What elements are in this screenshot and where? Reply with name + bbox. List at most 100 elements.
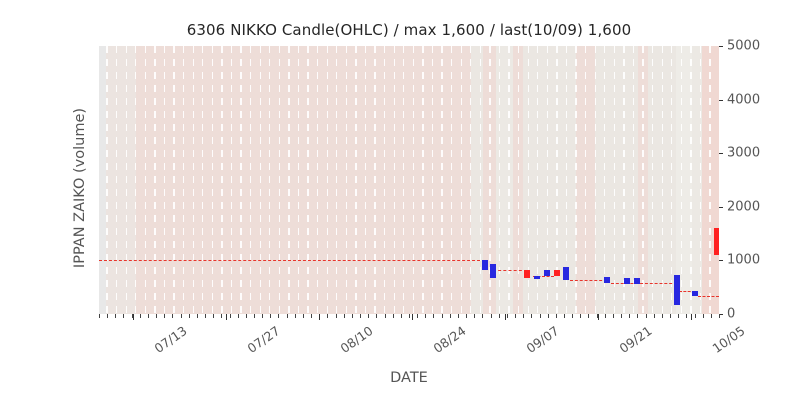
x-axis-minor-tick bbox=[433, 314, 435, 318]
vertical-gridline bbox=[393, 46, 395, 314]
y-axis-tick-label: 1000 bbox=[727, 252, 761, 268]
vertical-gridline bbox=[671, 46, 673, 314]
vertical-gridline bbox=[259, 46, 261, 314]
background-band bbox=[691, 46, 702, 314]
candle-body bbox=[624, 277, 631, 284]
x-axis-major-tick bbox=[598, 314, 600, 320]
vertical-gridline bbox=[326, 46, 328, 314]
y-axis-tick bbox=[719, 260, 723, 262]
level-line bbox=[570, 280, 608, 282]
x-axis-major-tick bbox=[412, 314, 414, 320]
x-axis-minor-tick bbox=[539, 314, 541, 318]
vertical-gridline bbox=[527, 46, 529, 314]
vertical-gridline bbox=[460, 46, 462, 314]
vertical-gridline bbox=[585, 46, 587, 314]
level-line bbox=[99, 260, 485, 262]
vertical-gridline bbox=[202, 46, 204, 314]
x-axis-minor-tick bbox=[156, 314, 158, 318]
x-axis-minor-tick bbox=[555, 314, 557, 318]
vertical-gridline bbox=[269, 46, 271, 314]
x-axis-minor-tick bbox=[392, 314, 394, 318]
vertical-gridline bbox=[422, 46, 424, 314]
vertical-gridlines bbox=[99, 46, 719, 314]
vertical-gridline bbox=[278, 46, 281, 314]
y-axis-tick bbox=[719, 314, 723, 315]
x-axis-minor-tick bbox=[474, 314, 476, 318]
background-band bbox=[106, 46, 137, 314]
vertical-gridline bbox=[498, 46, 501, 314]
vertical-gridline bbox=[240, 46, 242, 314]
x-axis-minor-tick bbox=[531, 314, 533, 318]
page-title: 6306 NIKKO Candle(OHLC) / max 1,600 / la… bbox=[186, 21, 632, 39]
y-axis-tick-label: 3000 bbox=[727, 145, 761, 161]
vertical-gridline bbox=[537, 46, 539, 314]
x-axis-minor-tick bbox=[457, 314, 459, 318]
x-axis-minor-tick bbox=[115, 314, 117, 318]
vertical-gridline bbox=[709, 46, 711, 314]
vertical-gridline bbox=[384, 46, 386, 314]
x-axis-minor-tick bbox=[417, 314, 419, 318]
level-line bbox=[610, 283, 677, 285]
x-axis-minor-tick bbox=[466, 314, 468, 318]
x-axis-minor-tick bbox=[123, 314, 125, 318]
vertical-gridline bbox=[546, 46, 548, 314]
x-axis-minor-tick bbox=[490, 314, 492, 318]
vertical-gridline bbox=[661, 46, 663, 314]
x-axis-tick-label: 07/13 bbox=[151, 323, 190, 356]
vertical-gridline bbox=[116, 46, 118, 314]
candle-body bbox=[553, 269, 560, 277]
x-axis-minor-tick bbox=[425, 314, 427, 318]
x-axis-minor-tick bbox=[710, 314, 712, 318]
vertical-gridline bbox=[613, 46, 615, 314]
x-axis-minor-tick bbox=[311, 314, 313, 318]
x-axis-minor-tick bbox=[180, 314, 182, 318]
x-axis-minor-tick bbox=[196, 314, 198, 318]
x-axis-minor-tick bbox=[670, 314, 672, 318]
x-axis-label: DATE bbox=[390, 370, 428, 386]
vertical-gridline bbox=[307, 46, 309, 314]
x-axis-minor-tick bbox=[172, 314, 174, 318]
x-axis-minor-tick bbox=[221, 314, 223, 318]
x-axis-minor-tick bbox=[719, 314, 720, 318]
x-axis-major-tick bbox=[319, 314, 321, 320]
vertical-gridline bbox=[250, 46, 252, 314]
candle-body bbox=[692, 291, 699, 297]
x-axis-minor-tick bbox=[245, 314, 247, 318]
vertical-gridline bbox=[642, 46, 644, 314]
x-axis-minor-tick bbox=[523, 314, 525, 318]
background-band bbox=[675, 46, 692, 314]
y-axis-tick-label: 5000 bbox=[727, 38, 761, 54]
vertical-gridline bbox=[412, 46, 415, 314]
x-axis-minor-tick bbox=[213, 314, 215, 318]
y-axis-tick bbox=[719, 99, 723, 101]
x-axis-minor-tick bbox=[686, 314, 688, 318]
vertical-gridline bbox=[374, 46, 376, 314]
x-axis-minor-tick bbox=[188, 314, 190, 318]
x-axis-major-tick bbox=[133, 314, 135, 320]
background-band bbox=[136, 46, 471, 314]
x-axis-minor-tick bbox=[327, 314, 329, 318]
x-axis-minor-tick bbox=[262, 314, 264, 318]
x-axis-minor-tick bbox=[637, 314, 639, 318]
x-axis-minor-tick bbox=[409, 314, 410, 318]
x-axis-minor-tick bbox=[139, 314, 141, 318]
vertical-gridline bbox=[154, 46, 156, 314]
level-line bbox=[697, 296, 719, 298]
x-axis-tick-label: 09/21 bbox=[616, 323, 655, 356]
candle-body bbox=[563, 267, 570, 281]
vertical-gridline bbox=[221, 46, 223, 314]
candle-body bbox=[714, 228, 719, 256]
vertical-gridline bbox=[297, 46, 300, 314]
x-axis-minor-tick bbox=[604, 314, 606, 318]
x-axis-minor-tick bbox=[547, 314, 549, 318]
x-axis-minor-tick bbox=[294, 314, 296, 318]
candle-body bbox=[543, 269, 550, 277]
vertical-gridline bbox=[230, 46, 233, 314]
x-axis-minor-tick bbox=[612, 314, 614, 318]
vertical-gridline bbox=[211, 46, 214, 314]
vertical-gridline bbox=[565, 46, 568, 314]
x-axis-tick-label: 08/24 bbox=[430, 323, 469, 356]
vertical-gridline bbox=[451, 46, 453, 314]
x-axis: 07/13 07/27 08/10 08/24 09/07 09/21 10/05 bbox=[99, 314, 748, 356]
vertical-gridline bbox=[288, 46, 290, 314]
